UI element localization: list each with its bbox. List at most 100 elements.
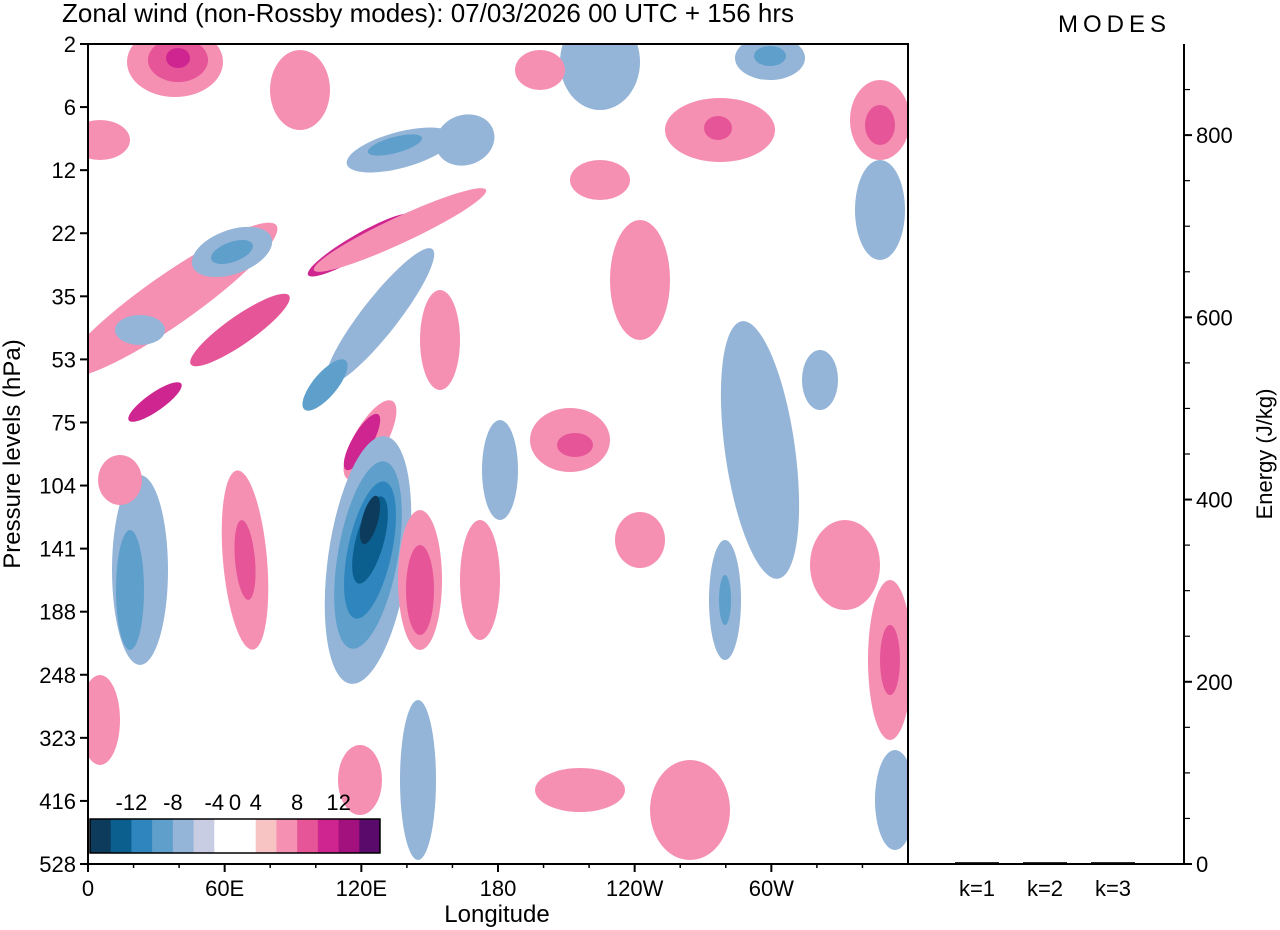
y-tick-label: 188	[39, 600, 76, 625]
contour-region-29	[435, 114, 495, 166]
y-tick-label: 104	[39, 474, 76, 499]
contour-region-57	[482, 420, 518, 520]
contour-region-30	[560, 44, 640, 110]
contour-region-45	[615, 512, 665, 568]
contour-region-2	[128, 382, 182, 422]
colorbar-label: 0	[229, 790, 241, 815]
x-tick-label: 120E	[336, 876, 387, 901]
contour-region-28	[367, 134, 423, 156]
colorbar-swatch	[152, 819, 174, 853]
contour-region-62	[98, 455, 142, 505]
x-tick-label: 60W	[749, 876, 794, 901]
colorbar-label: -12	[116, 790, 148, 815]
wind-contour-field	[88, 44, 908, 860]
contour-region-37	[557, 433, 593, 457]
contour-region-19	[400, 700, 436, 860]
contour-region-6	[325, 248, 435, 384]
contour-region-26	[166, 48, 190, 68]
colorbar-swatch	[276, 819, 298, 853]
y-axis: 2 6 12 22 35 53 75 104 141 188 248 323 416 528	[39, 32, 88, 877]
colorbar-swatch	[193, 819, 215, 853]
contour-region-18	[406, 545, 434, 635]
y-tick-label: 12	[52, 158, 76, 183]
contour-region-59	[802, 350, 838, 410]
colorbar-frame	[89, 818, 381, 854]
x-tick-label: 60E	[205, 876, 244, 901]
contour-region-56	[610, 220, 670, 340]
y-tick-label: 53	[52, 347, 76, 372]
x-tick-label: 120W	[606, 876, 664, 901]
energy-tick-label: 0	[1196, 852, 1208, 877]
contour-region-43	[875, 750, 908, 850]
chart-title: Zonal wind (non-Rossby modes): 07/03/202…	[62, 0, 794, 28]
contour-region-40	[719, 575, 731, 625]
energy-bar-k=3	[1091, 862, 1135, 864]
contour-region-38	[720, 321, 800, 579]
contour-region-44	[810, 520, 880, 610]
contour-region-53	[515, 50, 565, 90]
y-tick-label: 141	[39, 537, 76, 562]
y-tick-label: 22	[52, 221, 76, 246]
colorbar-swatch	[338, 819, 360, 853]
colorbar-label: 8	[291, 790, 303, 815]
y-tick-label: 6	[64, 95, 76, 120]
contour-region-47	[650, 760, 730, 860]
contour-region-23	[116, 530, 144, 650]
energy-bars: k=1 k=2 k=3	[955, 862, 1135, 901]
contour-region-9	[211, 239, 253, 265]
energy-tick-label: 600	[1196, 305, 1233, 330]
colorbar-swatch	[90, 819, 112, 853]
contour-region-50	[115, 315, 165, 345]
colorbar: -12 -8 -4 0 4 8 12	[89, 790, 381, 854]
contour-region-16	[359, 495, 381, 545]
y-tick-label: 2	[64, 32, 76, 57]
contour-region-49	[338, 745, 382, 815]
colorbar-swatch	[172, 819, 195, 853]
energy-tick-label: 200	[1196, 670, 1233, 695]
x-tick-label: 0	[82, 876, 94, 901]
y-tick-label: 416	[39, 789, 76, 814]
colorbar-label: 12	[326, 790, 350, 815]
contour-region-21	[234, 520, 256, 600]
colorbar-swatch	[255, 819, 277, 853]
energy-tick-label: 800	[1196, 123, 1233, 148]
y-tick-label: 528	[39, 852, 76, 877]
energy-bar-label: k=1	[959, 876, 995, 901]
contour-region-11	[343, 413, 381, 471]
contour-region-46	[535, 768, 625, 812]
colorbar-swatch	[214, 819, 236, 853]
energy-axis: 0 200 400 600 800	[1184, 88, 1233, 877]
contour-region-51	[88, 120, 130, 160]
modes-logo: MODES	[1058, 11, 1171, 38]
contour-region-52	[270, 50, 330, 130]
energy-bar-label: k=3	[1095, 876, 1131, 901]
energy-bar-k=1	[955, 862, 999, 864]
contour-region-5	[313, 188, 487, 272]
colorbar-swatch	[317, 819, 340, 853]
colorbar-swatch	[359, 819, 381, 853]
contour-region-61	[420, 290, 460, 390]
colorbar-label: -4	[205, 790, 225, 815]
colorbar-label: 4	[250, 790, 262, 815]
y-tick-label: 75	[52, 410, 76, 435]
colorbar-swatch	[110, 819, 132, 853]
contour-region-35	[855, 160, 905, 260]
contour-region-34	[704, 116, 732, 140]
colorbar-swatch	[297, 819, 319, 853]
y-tick-label: 248	[39, 663, 76, 688]
x-axis-label: Longitude	[444, 901, 549, 928]
energy-bar-label: k=2	[1027, 876, 1063, 901]
colorbar-label: -8	[163, 790, 183, 815]
y-axis-label: Pressure levels (hPa)	[0, 339, 26, 568]
contour-region-60	[570, 160, 630, 200]
contour-region-48	[88, 675, 120, 765]
energy-bar-k=2	[1023, 862, 1067, 864]
contour-region-42	[880, 625, 900, 695]
contour-region-1	[190, 293, 290, 367]
colorbar-swatch	[235, 819, 257, 853]
energy-axis-label: Energy (J/kg)	[1252, 389, 1277, 520]
colorbar-swatch	[131, 819, 153, 853]
contour-region-58	[460, 520, 500, 640]
energy-tick-label: 400	[1196, 488, 1233, 513]
